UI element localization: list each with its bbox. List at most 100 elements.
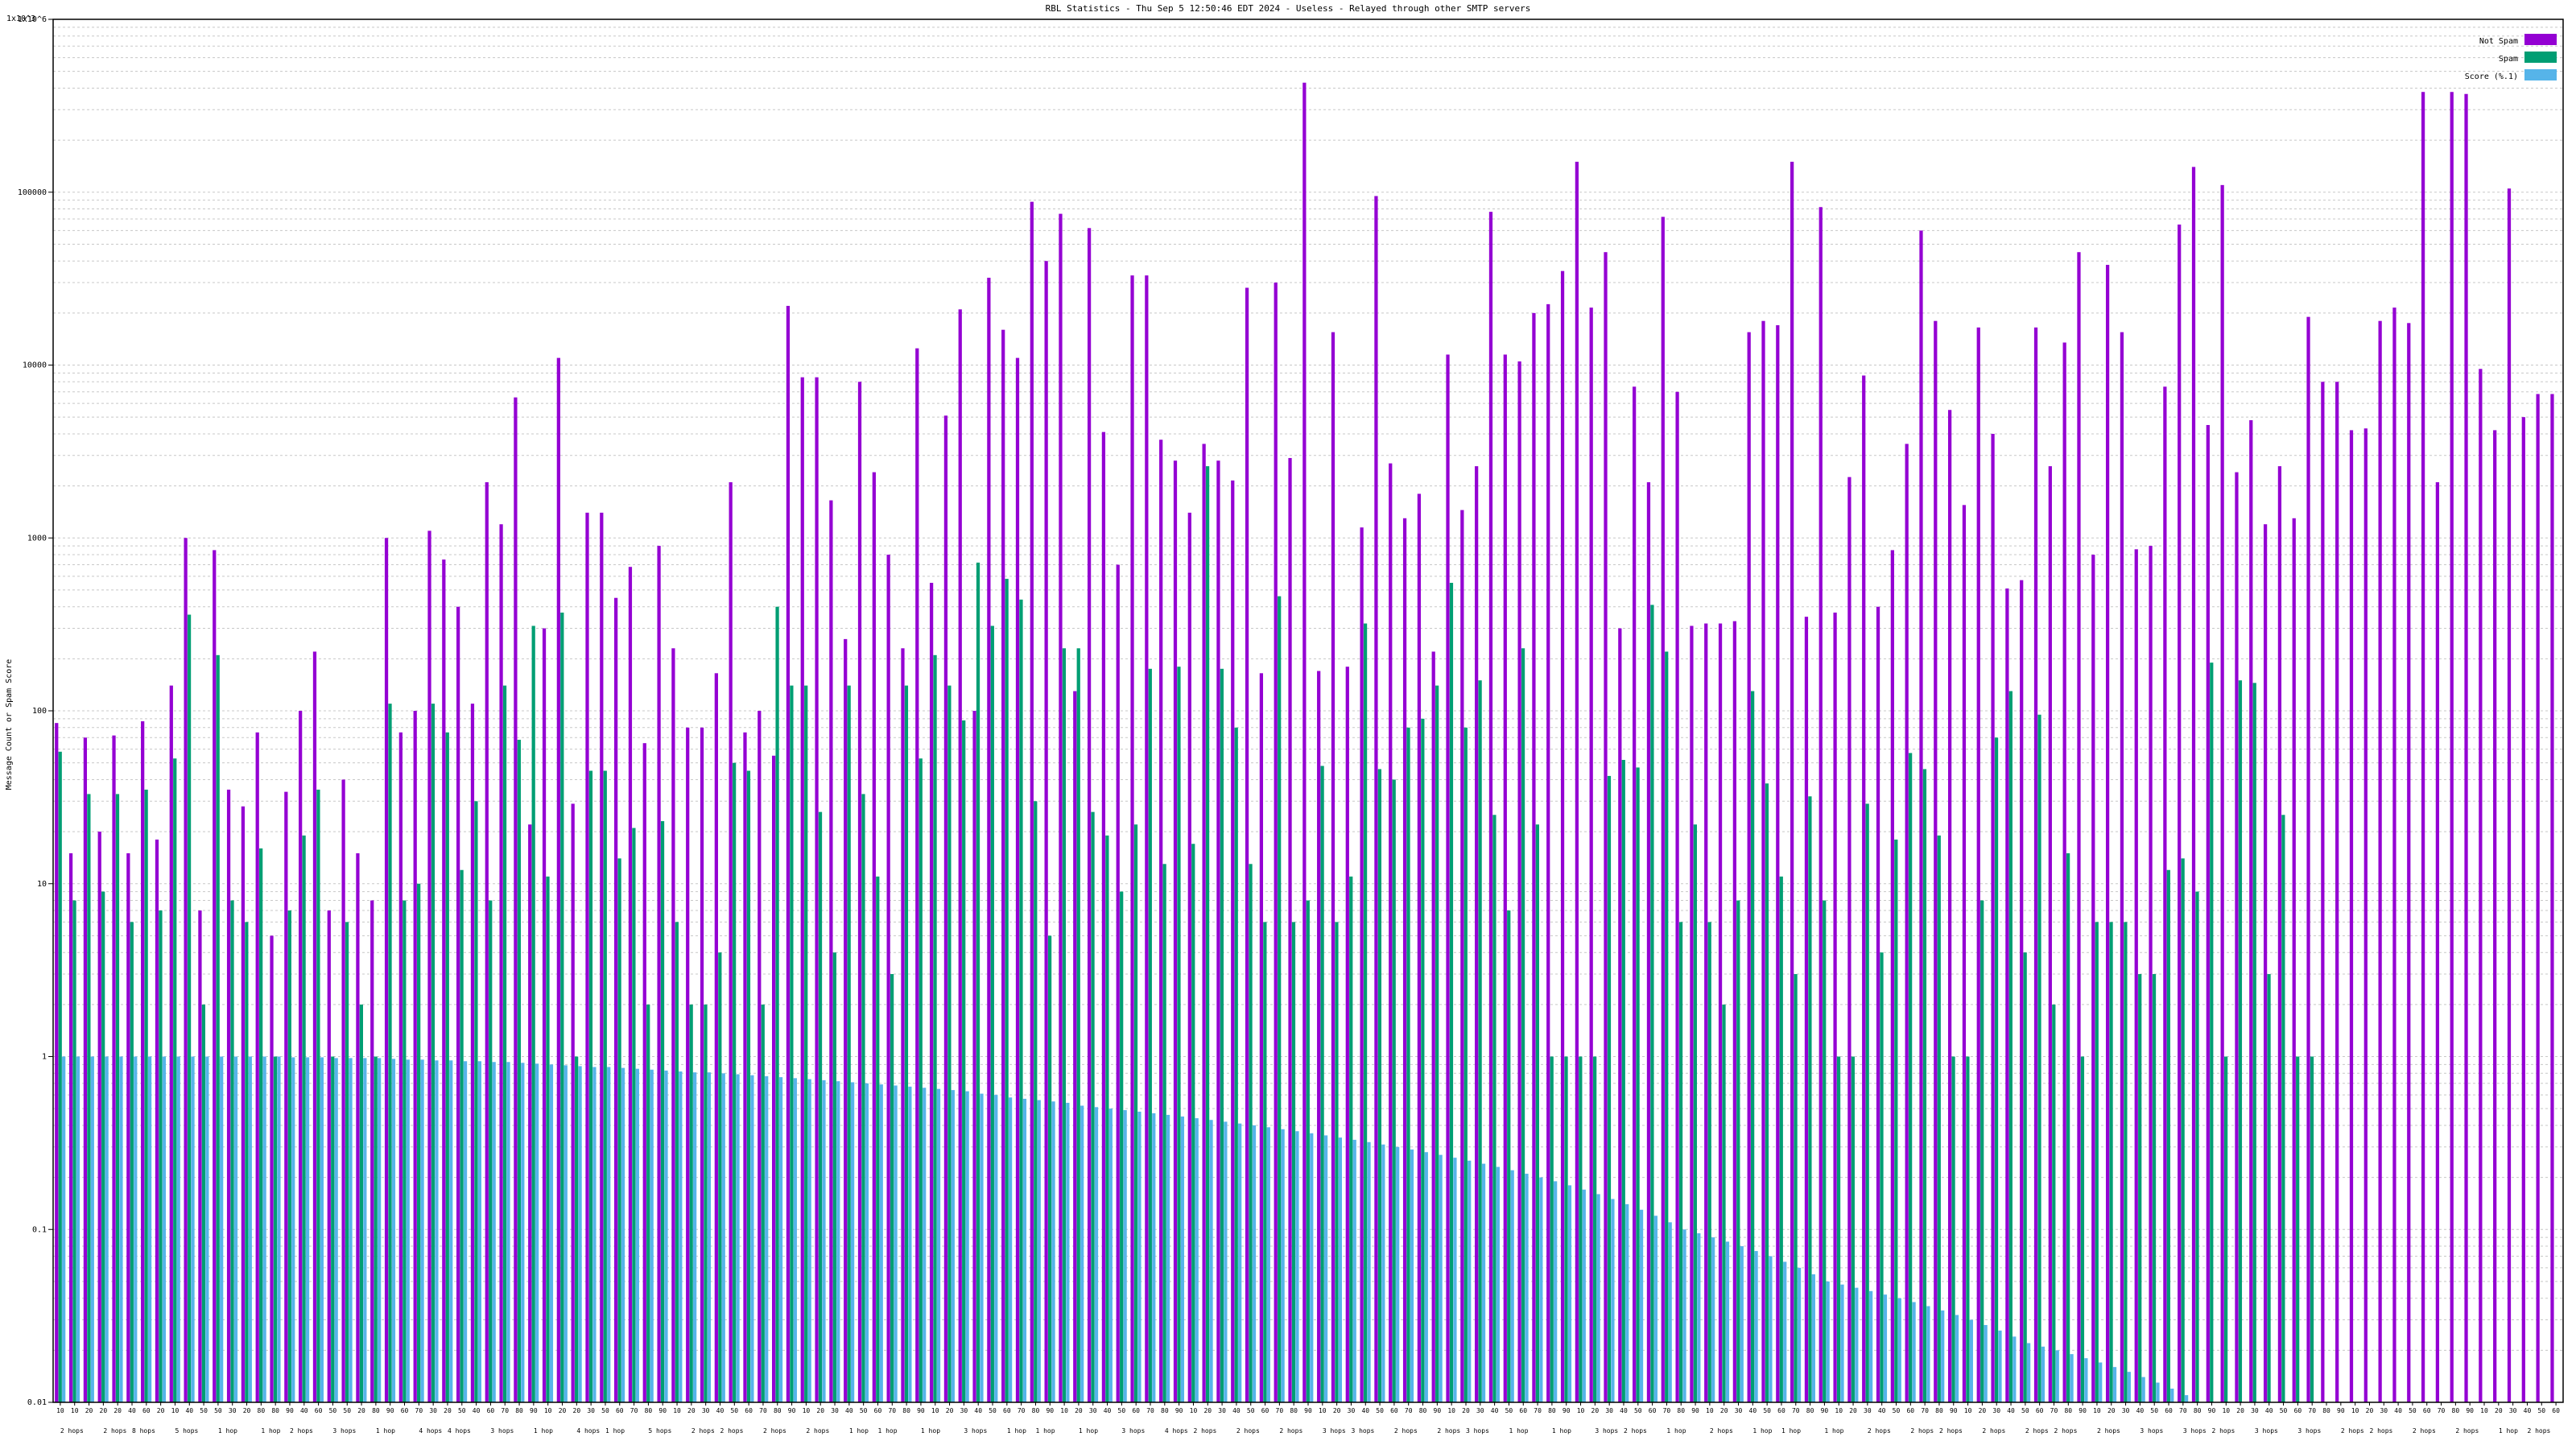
bar-not-spam-163 [2392, 308, 2396, 1402]
bar-spam-72 [1091, 811, 1095, 1402]
x-category-label: 60 [401, 1407, 409, 1414]
bar-spam-148 [2181, 858, 2185, 1402]
bar-not-spam-96 [1431, 651, 1435, 1402]
x-category-label: 50 [2280, 1407, 2288, 1414]
x-category-label: 60 [2036, 1407, 2044, 1414]
bar-not-spam-51 [786, 305, 791, 1402]
bar-spam-119 [1765, 783, 1769, 1402]
y-tick-label: 1000 [27, 534, 47, 543]
bar-score-1--97 [1453, 1158, 1457, 1402]
x-category-sublabel: 2 hops [2455, 1427, 2479, 1435]
x-category-sublabel: 2 hops [2369, 1427, 2392, 1435]
x-category-label: 70 [1276, 1407, 1284, 1414]
x-category-label: 70 [1405, 1407, 1413, 1414]
bar-spam-106 [1579, 1056, 1583, 1402]
bar-spam-26 [431, 704, 436, 1402]
bar-not-spam-53 [815, 377, 819, 1403]
bar-not-spam-42 [657, 546, 661, 1402]
x-category-label: 60 [874, 1407, 882, 1414]
bar-spam-150 [2210, 663, 2214, 1402]
bar-score-1--47 [736, 1074, 740, 1402]
bar-score-1--55 [850, 1082, 855, 1402]
bar-spam-1 [72, 900, 76, 1402]
chart-title: RBL Statistics - Thu Sep 5 12:50:46 EDT … [1046, 3, 1531, 14]
x-category-label: 80 [1548, 1407, 1556, 1414]
bar-score-1--79 [1195, 1118, 1199, 1402]
x-category-sublabel: 3 hops [1466, 1427, 1489, 1435]
x-category-sublabel: 2 hops [1279, 1427, 1302, 1435]
x-category-label: 10 [673, 1407, 681, 1414]
x-category-label: 80 [1419, 1407, 1427, 1414]
bar-spam-136 [2008, 691, 2013, 1402]
bar-spam-68 [1034, 801, 1038, 1402]
x-category-label: 90 [1950, 1407, 1958, 1414]
bar-score-1--93 [1396, 1146, 1400, 1402]
bar-score-1--66 [1008, 1097, 1013, 1402]
bar-score-1--72 [1094, 1107, 1099, 1402]
bar-not-spam-126 [1862, 375, 1866, 1402]
bar-score-1--37 [592, 1067, 597, 1402]
bar-score-1--128 [1897, 1298, 1901, 1402]
x-category-label: 10 [931, 1407, 939, 1414]
x-category-label: 80 [1032, 1407, 1040, 1414]
bar-spam-93 [1392, 779, 1396, 1402]
bar-spam-76 [1148, 668, 1152, 1402]
bar-score-1--11 [220, 1056, 224, 1402]
bar-spam-44 [689, 1004, 693, 1402]
bar-spam-16 [287, 910, 291, 1402]
bar-not-spam-12 [226, 789, 231, 1402]
bar-score-1--78 [1180, 1116, 1185, 1402]
bar-not-spam-137 [2020, 580, 2024, 1402]
bar-not-spam-0 [55, 723, 59, 1402]
bar-spam-11 [216, 654, 220, 1402]
bar-not-spam-79 [1187, 512, 1191, 1402]
bar-score-1--52 [807, 1079, 811, 1402]
x-category-sublabel: 1 hop [849, 1427, 869, 1435]
bar-spam-152 [2238, 680, 2243, 1402]
x-category-label: 80 [2064, 1407, 2072, 1414]
bar-not-spam-81 [1216, 460, 1220, 1402]
bar-score-1--29 [477, 1061, 481, 1402]
bar-score-1--87 [1310, 1133, 1314, 1402]
x-category-label: 10 [2093, 1407, 2101, 1414]
x-category-label: 10 [1835, 1407, 1843, 1414]
bar-spam-78 [1177, 667, 1181, 1402]
x-category-label: 80 [1290, 1407, 1298, 1414]
bar-not-spam-86 [1288, 457, 1292, 1403]
bar-score-1--50 [778, 1077, 783, 1402]
bar-not-spam-34 [542, 628, 547, 1402]
bar-spam-24 [402, 900, 407, 1402]
bar-spam-57 [876, 876, 880, 1402]
bar-spam-125 [1851, 1056, 1855, 1402]
bar-not-spam-17 [299, 711, 303, 1402]
x-category-label: 40 [2136, 1407, 2145, 1414]
y-tick-label: 0.1 [32, 1225, 47, 1234]
bar-score-1--74 [1123, 1110, 1127, 1402]
bar-score-1--70 [1066, 1102, 1070, 1402]
bar-spam-112 [1665, 651, 1669, 1402]
bar-not-spam-4 [112, 735, 116, 1402]
bar-spam-22 [374, 1056, 378, 1402]
bar-not-spam-113 [1675, 391, 1679, 1403]
x-category-label: 10 [56, 1407, 64, 1414]
bar-score-1--32 [521, 1063, 525, 1402]
bar-not-spam-145 [2134, 549, 2138, 1403]
bar-spam-95 [1421, 718, 1425, 1402]
x-category-sublabel: 1 hop [877, 1427, 897, 1435]
x-category-label: 10 [1577, 1407, 1585, 1414]
bar-score-1--82 [1238, 1123, 1242, 1402]
bar-not-spam-8 [169, 685, 173, 1402]
x-category-label: 60 [1906, 1407, 1914, 1414]
bar-spam-31 [502, 685, 507, 1402]
bar-not-spam-14 [255, 732, 259, 1402]
x-category-sublabel: 2 hops [290, 1427, 313, 1435]
x-category-label: 20 [85, 1407, 93, 1414]
bar-not-spam-155 [2277, 466, 2282, 1402]
bar-not-spam-141 [2077, 252, 2081, 1402]
bar-not-spam-129 [1905, 444, 1909, 1402]
bar-spam-9 [187, 614, 192, 1402]
x-category-sublabel: 3 hops [2183, 1427, 2207, 1435]
x-category-label: 40 [1232, 1407, 1241, 1414]
x-category-label: 80 [645, 1407, 653, 1414]
